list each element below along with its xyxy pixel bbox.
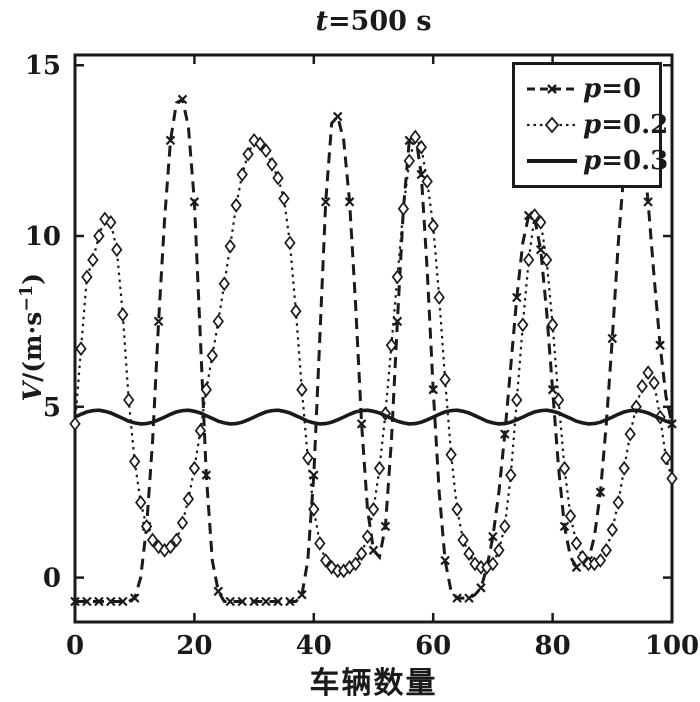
svg-text:10: 10 — [25, 222, 61, 252]
svg-text:0: 0 — [43, 564, 61, 594]
legend-rest: =0 — [601, 74, 642, 104]
legend-sample-solid-icon — [527, 159, 577, 163]
legend-label: p=0.3 — [583, 146, 668, 176]
chart-title: t=500 s — [75, 6, 672, 37]
svg-text:80: 80 — [535, 631, 571, 661]
legend-sample-dotted-diamond-icon — [527, 116, 577, 134]
title-variable: t — [315, 6, 328, 37]
x-axis-label: 车辆数量 — [309, 666, 438, 701]
svg-text:100: 100 — [645, 631, 699, 661]
legend: p=0 p=0.2 p=0.3 — [512, 62, 668, 188]
legend-label: p=0 — [583, 74, 641, 104]
legend-var: p — [583, 74, 602, 104]
legend-var: p — [583, 146, 602, 176]
title-rest: =500 s — [327, 6, 432, 37]
svg-text:20: 20 — [176, 631, 212, 661]
legend-item-p0: p=0 — [525, 71, 649, 107]
legend-rest: =0.2 — [601, 110, 669, 140]
svg-text:40: 40 — [296, 631, 332, 661]
legend-label: p=0.2 — [583, 110, 668, 140]
legend-item-p03: p=0.3 — [525, 143, 668, 179]
legend-sample-dashed-x-icon — [527, 84, 577, 94]
svg-text:0: 0 — [66, 631, 84, 661]
legend-var: p — [583, 110, 602, 140]
legend-item-p02: p=0.2 — [525, 107, 668, 143]
svg-text:5: 5 — [43, 393, 61, 423]
svg-text:60: 60 — [415, 631, 451, 661]
legend-rest: =0.3 — [601, 146, 669, 176]
svg-text:15: 15 — [25, 51, 61, 81]
